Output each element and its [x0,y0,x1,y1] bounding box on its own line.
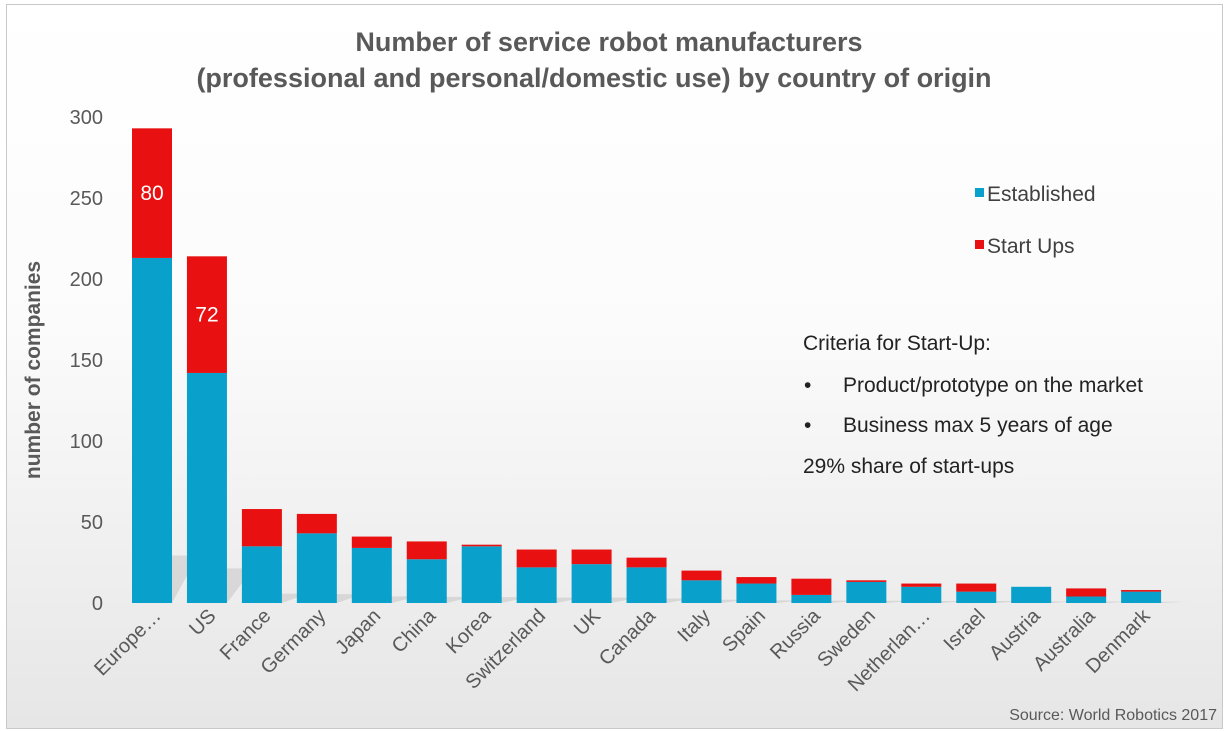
bar-startups-17 [1066,588,1107,597]
bar-established-3 [296,533,337,603]
x-tick-label-15: Israel [940,605,990,655]
y-tick-label-4: 200 [70,269,103,291]
data-label-0: 80 [140,182,163,205]
legend: Established Start Ups [975,183,1096,258]
criteria-heading: Criteria for Start-Up: [803,332,991,355]
bar-startups-13 [846,580,887,582]
bar-startups-5 [406,541,447,560]
bar-established-15 [956,591,997,603]
bars-group: 80 72 [132,128,1162,603]
chart-title-line-2: (professional and personal/domestic use)… [196,63,991,93]
bar-startups-4 [351,536,392,548]
bar-startups-12 [791,578,832,595]
bar-established-5 [406,559,447,603]
bar-startups-7 [516,549,557,568]
bar-startups-11 [736,577,777,584]
bar-startups-18 [1121,590,1162,592]
x-tick-label-10: Italy [674,605,715,646]
x-tick-label-5: China [388,604,441,657]
y-axis-label: number of companies [22,261,45,479]
chart-frame: Number of service robot manufacturers (p… [6,4,1223,729]
bar-established-2 [241,546,282,603]
chart-title-line-1: Number of service robot manufacturers [355,27,862,57]
bar-established-0 [132,257,172,603]
bar-startups-15 [956,583,997,592]
x-tick-label-4: Japan [331,605,385,659]
bar-established-16 [1011,586,1052,603]
bar-startups-6 [461,544,502,547]
data-label-1: 72 [195,304,218,327]
bar-startups-0 [132,128,172,258]
bar-established-10 [681,580,722,603]
x-tick-label-9: Canada [595,604,661,670]
y-tick-label-3: 150 [70,350,103,372]
criteria-bullet-mark-1: • [804,374,811,397]
criteria-bullet-1: Product/prototype on the market [843,374,1143,397]
y-tick-label-0: 0 [92,593,103,615]
criteria-bullet-2: Business max 5 years of age [843,414,1113,437]
bar-startups-2 [241,509,282,547]
x-tick-label-0: Europe… [90,605,165,680]
bar-startups-10 [681,570,722,581]
bar-established-17 [1066,596,1107,603]
bar-startups-1 [186,256,227,373]
bar-established-13 [846,581,887,603]
legend-swatch-startups [975,240,984,249]
source-note: Source: World Robotics 2017 [1009,707,1217,724]
bar-established-8 [571,564,612,603]
chart-canvas: Number of service robot manufacturers (p… [22,27,1217,724]
bar-established-1 [186,372,227,603]
y-tick-label-6: 300 [70,107,103,129]
y-tick-label-5: 250 [70,188,103,210]
y-tick-label-2: 100 [70,431,103,453]
bar-established-4 [351,547,392,603]
x-tick-label-6: Korea [442,604,496,658]
x-tick-label-1: US [185,605,220,640]
x-tick-label-11: Spain [718,605,770,657]
bar-established-14 [901,586,942,603]
legend-label-established: Established [987,183,1096,206]
legend-swatch-established [975,188,984,197]
x-tick-label-8: UK [570,605,606,641]
bar-established-6 [461,546,502,603]
bar-established-18 [1121,591,1162,603]
criteria-footer: 29% share of start-ups [803,455,1014,478]
bar-established-11 [736,583,777,603]
bar-startups-8 [571,549,612,565]
bar-established-9 [626,567,667,603]
bar-established-7 [516,567,557,603]
bar-established-12 [791,594,832,603]
bar-startups-3 [296,513,337,534]
criteria-note: Criteria for Start-Up: • Product/prototy… [803,332,1143,478]
bar-startups-14 [901,583,942,587]
y-axis-ticks: 0 50 100 150 200 250 300 [70,107,103,615]
y-tick-label-1: 50 [81,512,103,534]
legend-label-startups: Start Ups [987,235,1075,258]
bar-startups-9 [626,557,667,568]
criteria-bullet-mark-2: • [804,414,811,437]
